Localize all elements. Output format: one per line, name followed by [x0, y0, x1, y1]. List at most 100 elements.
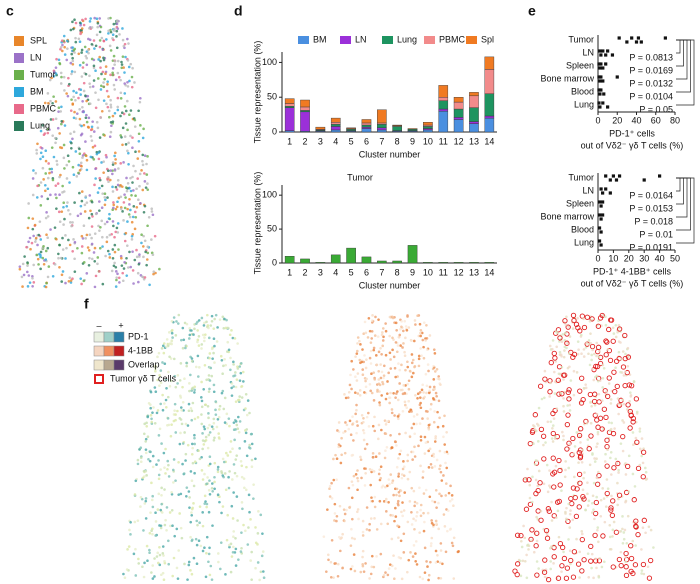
- embedding-cell: [80, 251, 84, 255]
- embedding-cell: [635, 465, 642, 472]
- embedding-cell: [404, 403, 407, 407]
- embedding-cell: [557, 535, 561, 539]
- embedding-cell: [211, 524, 214, 527]
- embedding-cell: [216, 468, 220, 471]
- embedding-cell: [144, 448, 148, 451]
- embedding-cell: [132, 282, 135, 285]
- embedding-cell: [160, 573, 163, 577]
- embedding-cell: [89, 134, 93, 138]
- embedding-cell: [150, 498, 154, 502]
- x-tick-label: 6: [364, 136, 369, 146]
- embedding-cell: [178, 442, 182, 446]
- bar-segment: [438, 108, 449, 112]
- embedding-cell: [378, 468, 381, 471]
- embedding-cell: [395, 487, 399, 491]
- embedding-cell: [437, 501, 440, 505]
- embedding-cell: [120, 111, 124, 115]
- embedding-cell: [534, 429, 537, 432]
- embedding-cell: [254, 457, 257, 461]
- embedding-cell: [403, 319, 407, 323]
- embedding-cell: [55, 159, 59, 163]
- embedding-cell: [604, 490, 610, 497]
- embedding-cell: [443, 525, 447, 528]
- embedding-cell: [438, 467, 441, 471]
- embedding-cell: [185, 494, 188, 498]
- embedding-cell: [113, 261, 116, 265]
- embedding-cell: [457, 550, 460, 553]
- embedding-cell: [98, 200, 101, 203]
- embedding-cell: [369, 517, 373, 520]
- embedding-cell: [406, 520, 410, 524]
- embedding-cell: [133, 493, 137, 496]
- embedding-cell: [582, 476, 585, 480]
- embedding-cell: [60, 210, 64, 213]
- dot: [597, 62, 601, 66]
- embedding-cell: [433, 440, 437, 443]
- embedding-cell: [163, 560, 166, 563]
- embedding-cell: [195, 543, 199, 547]
- embedding-cell: [401, 388, 404, 392]
- embedding-cell: [441, 424, 445, 428]
- legend-swatch: [382, 36, 393, 44]
- embedding-cell: [71, 103, 75, 106]
- embedding-cell: [332, 576, 335, 579]
- embedding-cell: [619, 370, 622, 374]
- embedding-cell: [589, 316, 595, 322]
- dot: [606, 49, 610, 53]
- embedding-cell: [329, 575, 333, 579]
- embedding-cell: [109, 49, 113, 52]
- embedding-cell: [396, 390, 399, 393]
- embedding-cell: [418, 322, 422, 326]
- embedding-cell: [394, 321, 398, 325]
- embedding-cell: [39, 250, 43, 254]
- x-tick-label: 9: [410, 267, 415, 277]
- embedding-cell: [538, 517, 544, 523]
- embedding-cell: [60, 105, 63, 109]
- embedding-cell: [207, 552, 211, 556]
- embedding-cell: [394, 341, 398, 344]
- x-tick-label: 60: [651, 115, 661, 125]
- embedding-cell: [529, 429, 536, 435]
- legend-swatch: [93, 331, 105, 343]
- embedding-cell: [89, 17, 92, 20]
- embedding-cell: [135, 248, 138, 252]
- embedding-cell: [89, 128, 93, 132]
- embedding-cell: [542, 376, 548, 382]
- bar-segment: [469, 123, 479, 133]
- embedding-cell: [592, 391, 598, 397]
- embedding-cell: [423, 546, 427, 550]
- embedding-cell: [424, 337, 427, 340]
- embedding-cell: [201, 549, 205, 553]
- embedding-cell: [224, 488, 228, 492]
- embedding-cell: [343, 519, 346, 523]
- x-tick-label: 12: [454, 267, 464, 277]
- embedding-cell: [46, 246, 50, 250]
- embedding-cell: [580, 333, 583, 337]
- embedding-cell: [48, 171, 51, 175]
- embedding-cell: [369, 389, 373, 393]
- bar-segment: [330, 129, 341, 133]
- embedding-cell: [334, 453, 337, 457]
- embedding-cell: [165, 405, 168, 409]
- embedding-cell: [595, 412, 599, 416]
- embedding-cell: [83, 203, 87, 207]
- embedding-cell: [41, 256, 45, 260]
- embedding-cell: [428, 447, 432, 451]
- embedding-cell: [345, 423, 349, 427]
- embedding-cell: [121, 38, 125, 42]
- embedding-cell: [161, 393, 164, 397]
- embedding-cell: [207, 390, 211, 393]
- p-value: P = 0.0164: [629, 190, 673, 200]
- embedding-cell: [254, 566, 257, 570]
- embedding-cell: [386, 573, 390, 577]
- embedding-cell: [177, 313, 181, 317]
- bar-segment: [423, 126, 433, 129]
- embedding-cell: [138, 184, 141, 188]
- embedding-cell: [49, 193, 52, 197]
- embedding-cell: [356, 342, 359, 345]
- embedding-cell: [234, 547, 238, 551]
- embedding-cell: [534, 459, 538, 462]
- embedding-cell: [115, 188, 119, 191]
- embedding-cell: [146, 155, 149, 158]
- embedding-cell: [79, 88, 83, 92]
